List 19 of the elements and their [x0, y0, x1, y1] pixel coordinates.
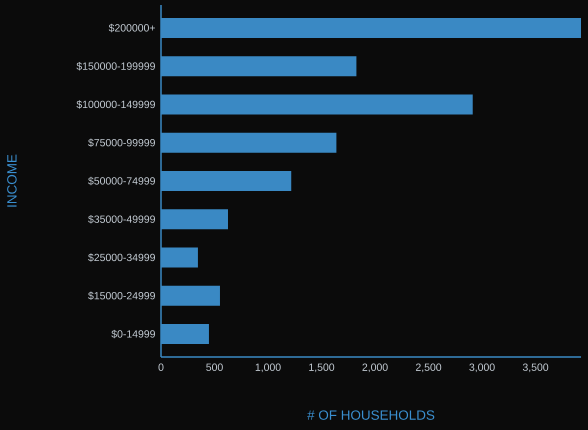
x-tick-label: 500 — [206, 364, 223, 371]
y-axis-title: INCOME — [7, 154, 17, 207]
x-tick-label: 3,500 — [522, 364, 548, 372]
y-tick-label: $75000-99999 — [88, 138, 155, 147]
y-tick-label: $150000-199999 — [76, 62, 155, 70]
y-tick-label: $15000-24999 — [88, 292, 155, 300]
x-tick-label: 3,000 — [469, 364, 495, 372]
x-tick-label: 2,500 — [416, 364, 442, 372]
x-tick-label: 2,000 — [362, 364, 388, 372]
y-tick-label: $0-14999 — [111, 330, 155, 338]
x-axis-title: # OF HOUSEHOLDS — [307, 410, 434, 420]
x-tick-label: 1,000 — [256, 364, 281, 372]
y-tick-label: $200000+ — [108, 24, 155, 32]
y-tick-label: $100000-149999 — [76, 100, 155, 109]
y-tick-label: $25000-34999 — [88, 253, 155, 262]
y-tick-label: $35000-49999 — [88, 215, 155, 224]
y-tick-label: $50000-74999 — [88, 176, 155, 186]
x-tick-label: 1,500 — [309, 364, 334, 372]
x-tick-label: 0 — [158, 364, 164, 371]
